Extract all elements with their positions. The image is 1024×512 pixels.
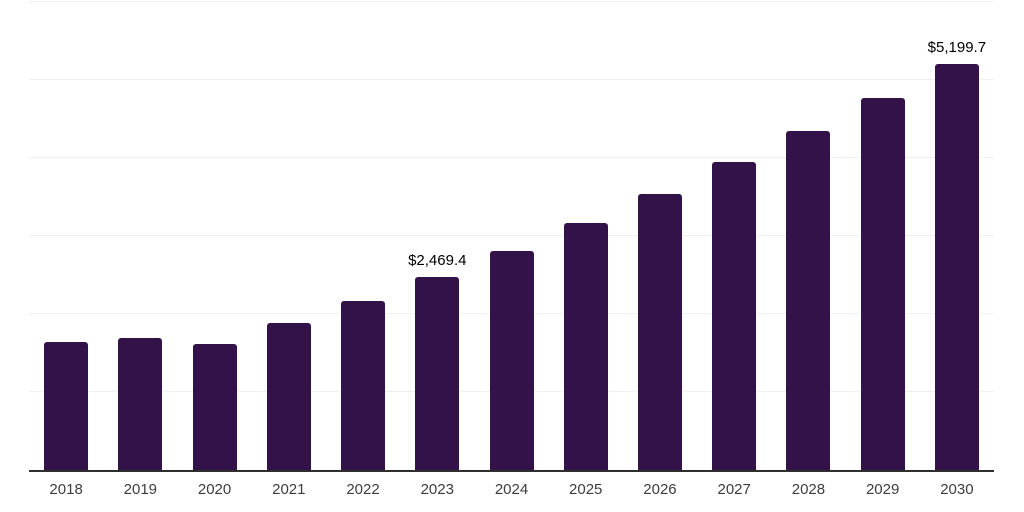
bar-2027 [712,161,757,470]
x-axis-label: 2026 [643,481,677,498]
x-axis-label: 2020 [197,481,232,498]
x-axis-label: 2024 [494,481,529,498]
bar-2026 [637,193,682,470]
bar-2029 [860,97,905,470]
plot-area: $2,469.4 $5,199.7 [29,1,994,472]
x-axis-label: 2023 [420,481,454,498]
x-axis-label: 2019 [123,481,158,498]
x-axis-label: 2029 [865,481,900,498]
gridline [29,157,994,159]
x-axis-label: 2022 [346,481,380,498]
bar-2025 [563,222,608,470]
x-axis-label: 2028 [791,481,826,498]
gridline [29,79,994,80]
bar-2020 [192,343,237,470]
bar-2021 [266,322,311,470]
bar-2030 [934,64,979,470]
x-axis-label: 2021 [272,481,306,498]
x-axis-label: 2025 [569,481,603,498]
bar-value-label: $2,469.4 [408,252,467,270]
bar-2024 [489,251,534,470]
x-axis-label: 2027 [717,481,751,498]
x-axis-label: 2018 [49,481,83,498]
bar-2023 [415,277,460,470]
bar-2019 [118,337,163,470]
x-axis-line [29,470,994,472]
gridline [29,235,994,236]
bar-2018 [44,341,89,470]
bar-value-label: $5,199.7 [927,39,987,57]
bar-2022 [341,301,386,470]
x-axis-label: 2030 [940,481,974,498]
x-axis: 2018 2019 2020 2021 2022 2023 2024 2025 2026 2027… [29,481,994,505]
bar-2028 [786,131,831,470]
gridline [29,1,994,2]
